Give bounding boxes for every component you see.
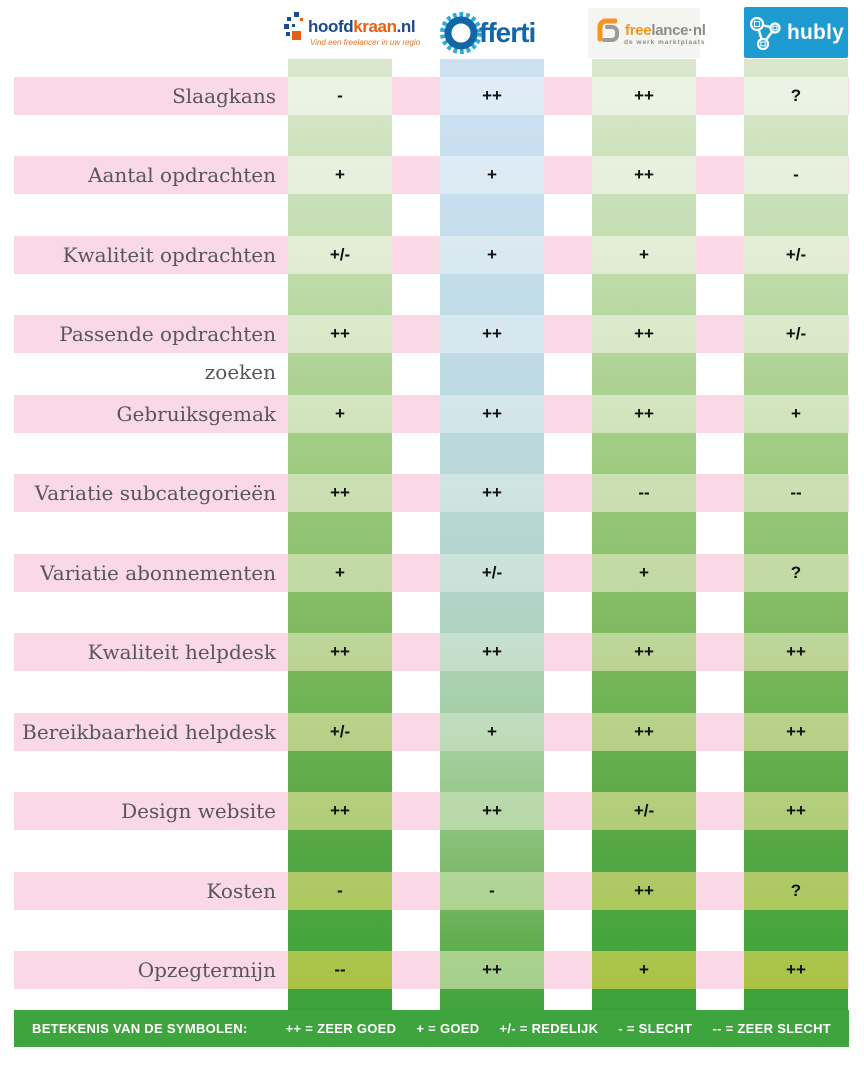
table-cell: + — [592, 554, 696, 592]
row-stripe: Kwaliteit opdrachten — [14, 236, 849, 274]
table-cell: ++ — [592, 315, 696, 353]
table-cell: + — [288, 395, 392, 433]
table-cell: ? — [744, 554, 848, 592]
row-stripe: Bereikbaarheid helpdesk — [14, 713, 849, 751]
legend-item: +/- = REDELIJK — [499, 1021, 599, 1036]
table-cell: - — [440, 872, 544, 910]
row-stripe: Kosten — [14, 872, 849, 910]
table-cell: - — [744, 156, 848, 194]
row-label: Aantal opdrachten — [88, 163, 276, 187]
freelance-logo: freelance·nl de werk marktplaats — [588, 8, 706, 58]
row-stripe: Passende opdrachten zoeken — [14, 315, 849, 384]
table-cell: ++ — [592, 395, 696, 433]
table-cell: + — [440, 713, 544, 751]
hoofdkraan-wordmark: hoofdkraan.nl — [308, 17, 416, 36]
table-cell: ++ — [744, 951, 848, 989]
table-cell: ++ — [592, 633, 696, 671]
table-cell: ++ — [744, 792, 848, 830]
row-label: Gebruiksgemak — [116, 402, 276, 426]
table-cell: +/- — [288, 713, 392, 751]
row-stripe: Variatie abonnementen — [14, 554, 849, 592]
row-label: Kwaliteit opdrachten — [62, 243, 276, 267]
row-label: Variatie subcategorieën — [34, 481, 276, 505]
row-label: Passende opdrachten zoeken — [59, 322, 276, 384]
table-cell: ++ — [440, 395, 544, 433]
freelance-tagline: de werk marktplaats — [624, 39, 706, 46]
row-stripe: Kwaliteit helpdesk — [14, 633, 849, 671]
legend-item: - = SLECHT — [618, 1021, 693, 1036]
table-cell: + — [744, 395, 848, 433]
table-cell: + — [440, 156, 544, 194]
hoofdkraan-icon — [284, 12, 303, 40]
hubly-wordmark: hubly — [787, 20, 844, 44]
table-cell: ++ — [744, 633, 848, 671]
table-cell: ++ — [288, 315, 392, 353]
row-label: Design website — [121, 799, 276, 823]
table-cell: +/- — [744, 315, 848, 353]
table-cell: ++ — [440, 315, 544, 353]
table-cell: - — [288, 872, 392, 910]
hoofdkraan-logo: hoofdkraan.nl Vind een freelancer in uw … — [284, 11, 420, 57]
table-cell: ++ — [440, 792, 544, 830]
legend-item: + = GOED — [416, 1021, 480, 1036]
table-cell: ? — [744, 77, 848, 115]
table-cell: ++ — [592, 872, 696, 910]
table-cell: + — [288, 554, 392, 592]
table-cell: +/- — [288, 236, 392, 274]
legend-bar: BETEKENIS VAN DE SYMBOLEN: ++ = ZEER GOE… — [14, 1010, 849, 1047]
row-label: Kwaliteit helpdesk — [87, 640, 276, 664]
table-cell: - — [288, 77, 392, 115]
offerti-logo: fferti — [438, 9, 562, 57]
row-label: Slaagkans — [172, 84, 276, 108]
row-label: Bereikbaarheid helpdesk — [22, 720, 276, 744]
table-cell: ++ — [288, 633, 392, 671]
row-stripe: Gebruiksgemak — [14, 395, 849, 433]
table-cell: ++ — [288, 474, 392, 512]
table-cell: + — [592, 236, 696, 274]
row-stripe: Slaagkans — [14, 77, 849, 115]
freelance-wordmark: freelance·nl — [625, 22, 706, 39]
legend-item: -- = ZEER SLECHT — [712, 1021, 831, 1036]
row-label: Opzegtermijn — [137, 958, 276, 982]
table-cell: ++ — [440, 633, 544, 671]
table-cell: + — [288, 156, 392, 194]
table-cell: ? — [744, 872, 848, 910]
legend-item: ++ = ZEER GOED — [285, 1021, 397, 1036]
legend-intro: BETEKENIS VAN DE SYMBOLEN: — [32, 1021, 248, 1036]
column-freelance — [592, 59, 696, 1010]
hubly-logo: hubly — [744, 7, 848, 58]
offerti-wordmark: fferti — [479, 17, 536, 48]
table-cell: + — [440, 236, 544, 274]
table-cell: +/- — [744, 236, 848, 274]
row-stripe: Design website — [14, 792, 849, 830]
table-cell: -- — [592, 474, 696, 512]
table-cell: ++ — [440, 951, 544, 989]
table-cell: ++ — [592, 77, 696, 115]
row-label: Variatie abonnementen — [40, 561, 276, 585]
table-cell: ++ — [592, 713, 696, 751]
column-hoofdkraan — [288, 59, 392, 1010]
row-stripe: Opzegtermijn — [14, 951, 849, 989]
table-cell: ++ — [592, 156, 696, 194]
hubly-network-icon — [749, 16, 781, 50]
hoofdkraan-tagline: Vind een freelancer in uw regio — [310, 38, 421, 47]
table-cell: ++ — [440, 77, 544, 115]
row-stripe: Aantal opdrachten — [14, 156, 849, 194]
table-cell: ++ — [744, 713, 848, 751]
table-cell: ++ — [288, 792, 392, 830]
column-offerti — [440, 59, 544, 1010]
offerti-gear-icon — [440, 12, 482, 54]
freelance-icon — [597, 18, 619, 42]
row-label: Kosten — [206, 879, 276, 903]
table-cell: ++ — [440, 474, 544, 512]
table-cell: +/- — [592, 792, 696, 830]
column-hubly — [744, 59, 848, 1010]
table-cell: +/- — [440, 554, 544, 592]
row-stripe: Variatie subcategorieën — [14, 474, 849, 512]
table-cell: + — [592, 951, 696, 989]
table-cell: -- — [744, 474, 848, 512]
table-cell: -- — [288, 951, 392, 989]
